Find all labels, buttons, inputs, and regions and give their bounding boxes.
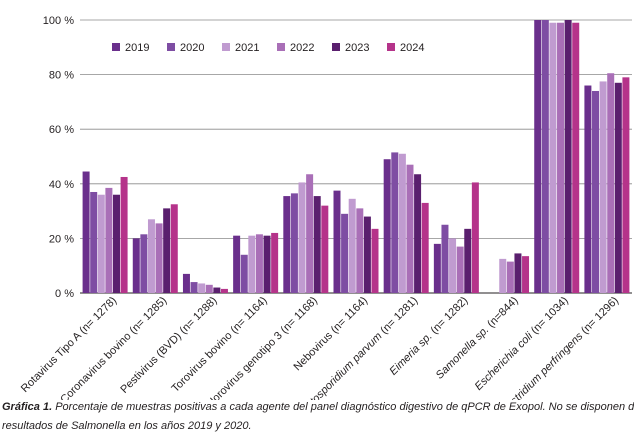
bar-2021 <box>449 238 457 293</box>
bar-2020 <box>592 90 600 293</box>
bar-2022 <box>557 22 565 293</box>
bar-2024 <box>371 228 379 293</box>
bar-2020 <box>391 152 399 293</box>
legend-label: 2021 <box>235 42 259 54</box>
bar-2024 <box>622 77 630 293</box>
bar-2022 <box>306 174 314 293</box>
bar-2023 <box>363 216 371 293</box>
y-tick-label: 40 % <box>49 179 74 191</box>
legend-swatch <box>277 43 285 51</box>
bar-2022 <box>356 208 364 293</box>
bar-2019 <box>233 235 241 293</box>
legend-swatch <box>222 43 230 51</box>
bar-2021 <box>298 182 306 293</box>
bar-2019 <box>433 243 441 293</box>
y-axis-ticks: 0 % 20 % 40 % 60 % 80 % 100 % <box>43 15 74 300</box>
bar-2019 <box>182 273 190 293</box>
bar-2020 <box>541 20 549 293</box>
bar-2022 <box>255 234 263 293</box>
bar-2021 <box>147 219 155 293</box>
y-tick-label: 20 % <box>49 233 74 245</box>
bar-2020 <box>441 224 449 293</box>
bar-2022 <box>205 284 213 293</box>
bar-2021 <box>398 153 406 293</box>
bar-2021 <box>599 81 607 293</box>
legend-swatch <box>332 43 340 51</box>
y-tick-label: 100 % <box>43 15 74 27</box>
bar-2024 <box>120 176 128 293</box>
bar-2019 <box>82 171 90 293</box>
caption-text: Porcentaje de muestras positivas a cada … <box>55 401 634 413</box>
bar-2022 <box>406 164 414 293</box>
bar-2022 <box>456 246 464 293</box>
x-tick-label: Rotavirus Tipo A (n= 1278) <box>19 295 119 395</box>
bar-2020 <box>90 191 98 293</box>
bar-2022 <box>105 187 113 293</box>
bar-2021 <box>549 22 557 293</box>
bar-2020 <box>240 254 248 293</box>
x-tick-label: Escherichia coli (n= 1034) <box>473 295 571 393</box>
legend-label: 2022 <box>290 42 314 54</box>
y-tick-label: 80 % <box>49 70 74 82</box>
bar-2023 <box>514 253 522 293</box>
bar-2024 <box>170 204 178 293</box>
bar-2020 <box>190 282 198 293</box>
bar-2019 <box>383 159 391 293</box>
bar-2023 <box>313 196 321 293</box>
y-tick-label: 60 % <box>49 124 74 136</box>
bar-2021 <box>198 283 206 293</box>
legend-label: 2020 <box>180 42 204 54</box>
bar-2019 <box>534 20 542 293</box>
bar-chart: 0 % 20 % 40 % 60 % 80 % 100 % Rotavirus Tipo … <box>19 15 632 400</box>
x-tick-label: Torovirus bovino (n= 1164) <box>170 295 270 395</box>
bar-2021 <box>97 194 105 293</box>
figure-caption: Gráfica 1. Porcentaje de muestras positi… <box>2 401 634 413</box>
bar-2022 <box>607 73 615 293</box>
legend-swatch <box>112 43 120 51</box>
x-axis-ticks: Rotavirus Tipo A (n= 1278)Coronavirus bo… <box>19 295 621 400</box>
bar-2022 <box>506 261 514 293</box>
legend-label: 2024 <box>400 42 424 54</box>
legend-label: 2023 <box>345 42 369 54</box>
bar-2020 <box>140 234 148 293</box>
bar-2022 <box>155 223 163 293</box>
bar-2023 <box>464 228 472 293</box>
bar-2023 <box>163 208 171 293</box>
bar-2020 <box>341 213 349 293</box>
bar-2023 <box>263 235 271 293</box>
bar-2021 <box>499 258 507 293</box>
bar-2024 <box>421 202 429 293</box>
y-tick-label: 0 % <box>55 288 74 300</box>
bar-2021 <box>348 198 356 293</box>
legend: 2019 2020 2021 2022 2023 2024 <box>112 42 424 54</box>
bar-2020 <box>290 193 298 293</box>
bar-2023 <box>213 287 221 293</box>
bar-2024 <box>572 22 580 293</box>
bar-2019 <box>132 238 140 293</box>
bar-2024 <box>220 288 228 293</box>
bar-2023 <box>564 20 572 293</box>
gridlines <box>80 19 632 294</box>
legend-swatch <box>167 43 175 51</box>
bar-2019 <box>584 85 592 294</box>
bar-2023 <box>614 82 622 293</box>
bar-2019 <box>283 196 291 293</box>
bar-2021 <box>248 235 256 293</box>
x-tick-label: Samonella sp. (n=844) <box>434 295 521 382</box>
bar-2023 <box>414 174 422 293</box>
legend-label: 2019 <box>125 42 149 54</box>
legend-swatch <box>387 43 395 51</box>
bars <box>82 20 630 294</box>
bar-2024 <box>471 182 479 293</box>
figure-caption-continued: resultados de Salmonella en los años 201… <box>2 420 252 432</box>
bar-2024 <box>522 256 530 293</box>
bar-2019 <box>333 190 341 293</box>
bar-2024 <box>271 232 279 293</box>
x-tick-label: Pestivirus (BVD) (n= 1288) <box>118 295 219 396</box>
bar-2023 <box>112 194 120 293</box>
bar-2024 <box>321 205 329 293</box>
caption-lead: Gráfica 1. <box>2 401 53 413</box>
